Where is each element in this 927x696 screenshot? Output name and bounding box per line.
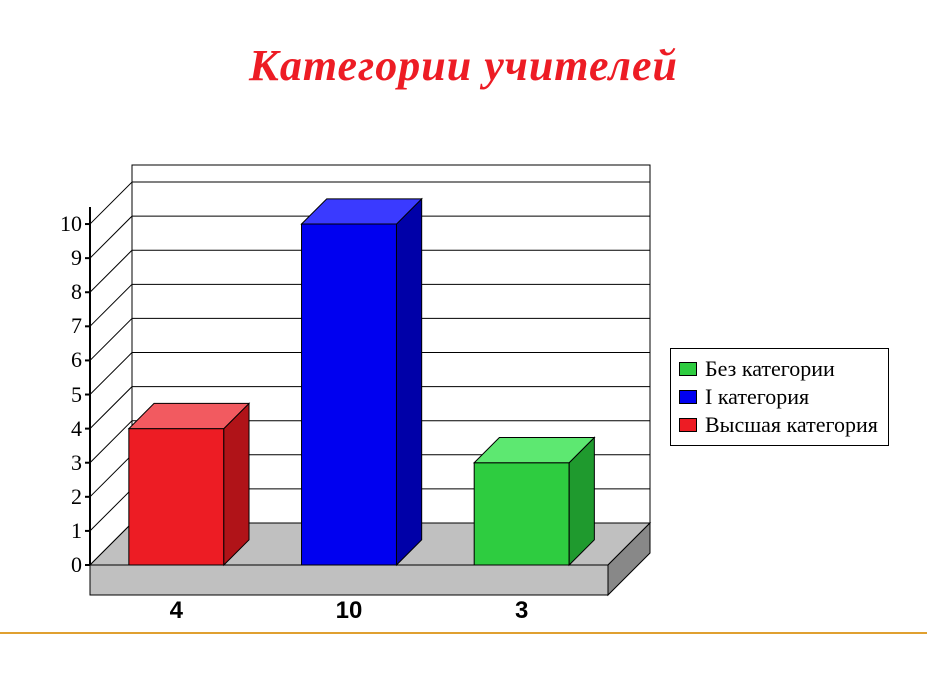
x-axis-labels: 4 10 3 — [90, 597, 650, 625]
y-tick-label: 8 — [71, 279, 82, 305]
legend-item: Без категории — [679, 355, 878, 383]
legend: Без категорииI категорияВысшая категория — [670, 348, 889, 446]
y-tick-label: 2 — [71, 484, 82, 510]
y-tick-label: 9 — [71, 245, 82, 271]
y-tick-label: 7 — [71, 313, 82, 339]
legend-swatch — [679, 362, 697, 376]
chart-svg — [90, 165, 650, 595]
legend-label: I категория — [705, 384, 809, 410]
x-axis-label: 4 — [170, 597, 183, 625]
y-axis: 0 1 2 3 4 5 6 7 8 9 10 — [30, 165, 90, 625]
legend-item: I категория — [679, 383, 878, 411]
y-tick-label: 10 — [60, 211, 82, 237]
y-tick-label: 0 — [71, 552, 82, 578]
x-axis-label: 3 — [515, 597, 528, 625]
chart-title: Категории учителей — [0, 0, 927, 91]
y-tick-label: 4 — [71, 416, 82, 442]
y-tick-label: 5 — [71, 382, 82, 408]
legend-item: Высшая категория — [679, 411, 878, 439]
plot-area — [90, 165, 650, 595]
y-tick-label: 1 — [71, 518, 82, 544]
legend-swatch — [679, 390, 697, 404]
x-axis-label: 10 — [336, 597, 363, 625]
legend-label: Без категории — [705, 356, 835, 382]
y-tick-label: 6 — [71, 347, 82, 373]
y-tick-label: 3 — [71, 450, 82, 476]
legend-swatch — [679, 418, 697, 432]
chart-area: 0 1 2 3 4 5 6 7 8 9 10 4 10 3 — [30, 165, 650, 625]
footer-rule — [0, 632, 927, 634]
legend-label: Высшая категория — [705, 412, 878, 438]
